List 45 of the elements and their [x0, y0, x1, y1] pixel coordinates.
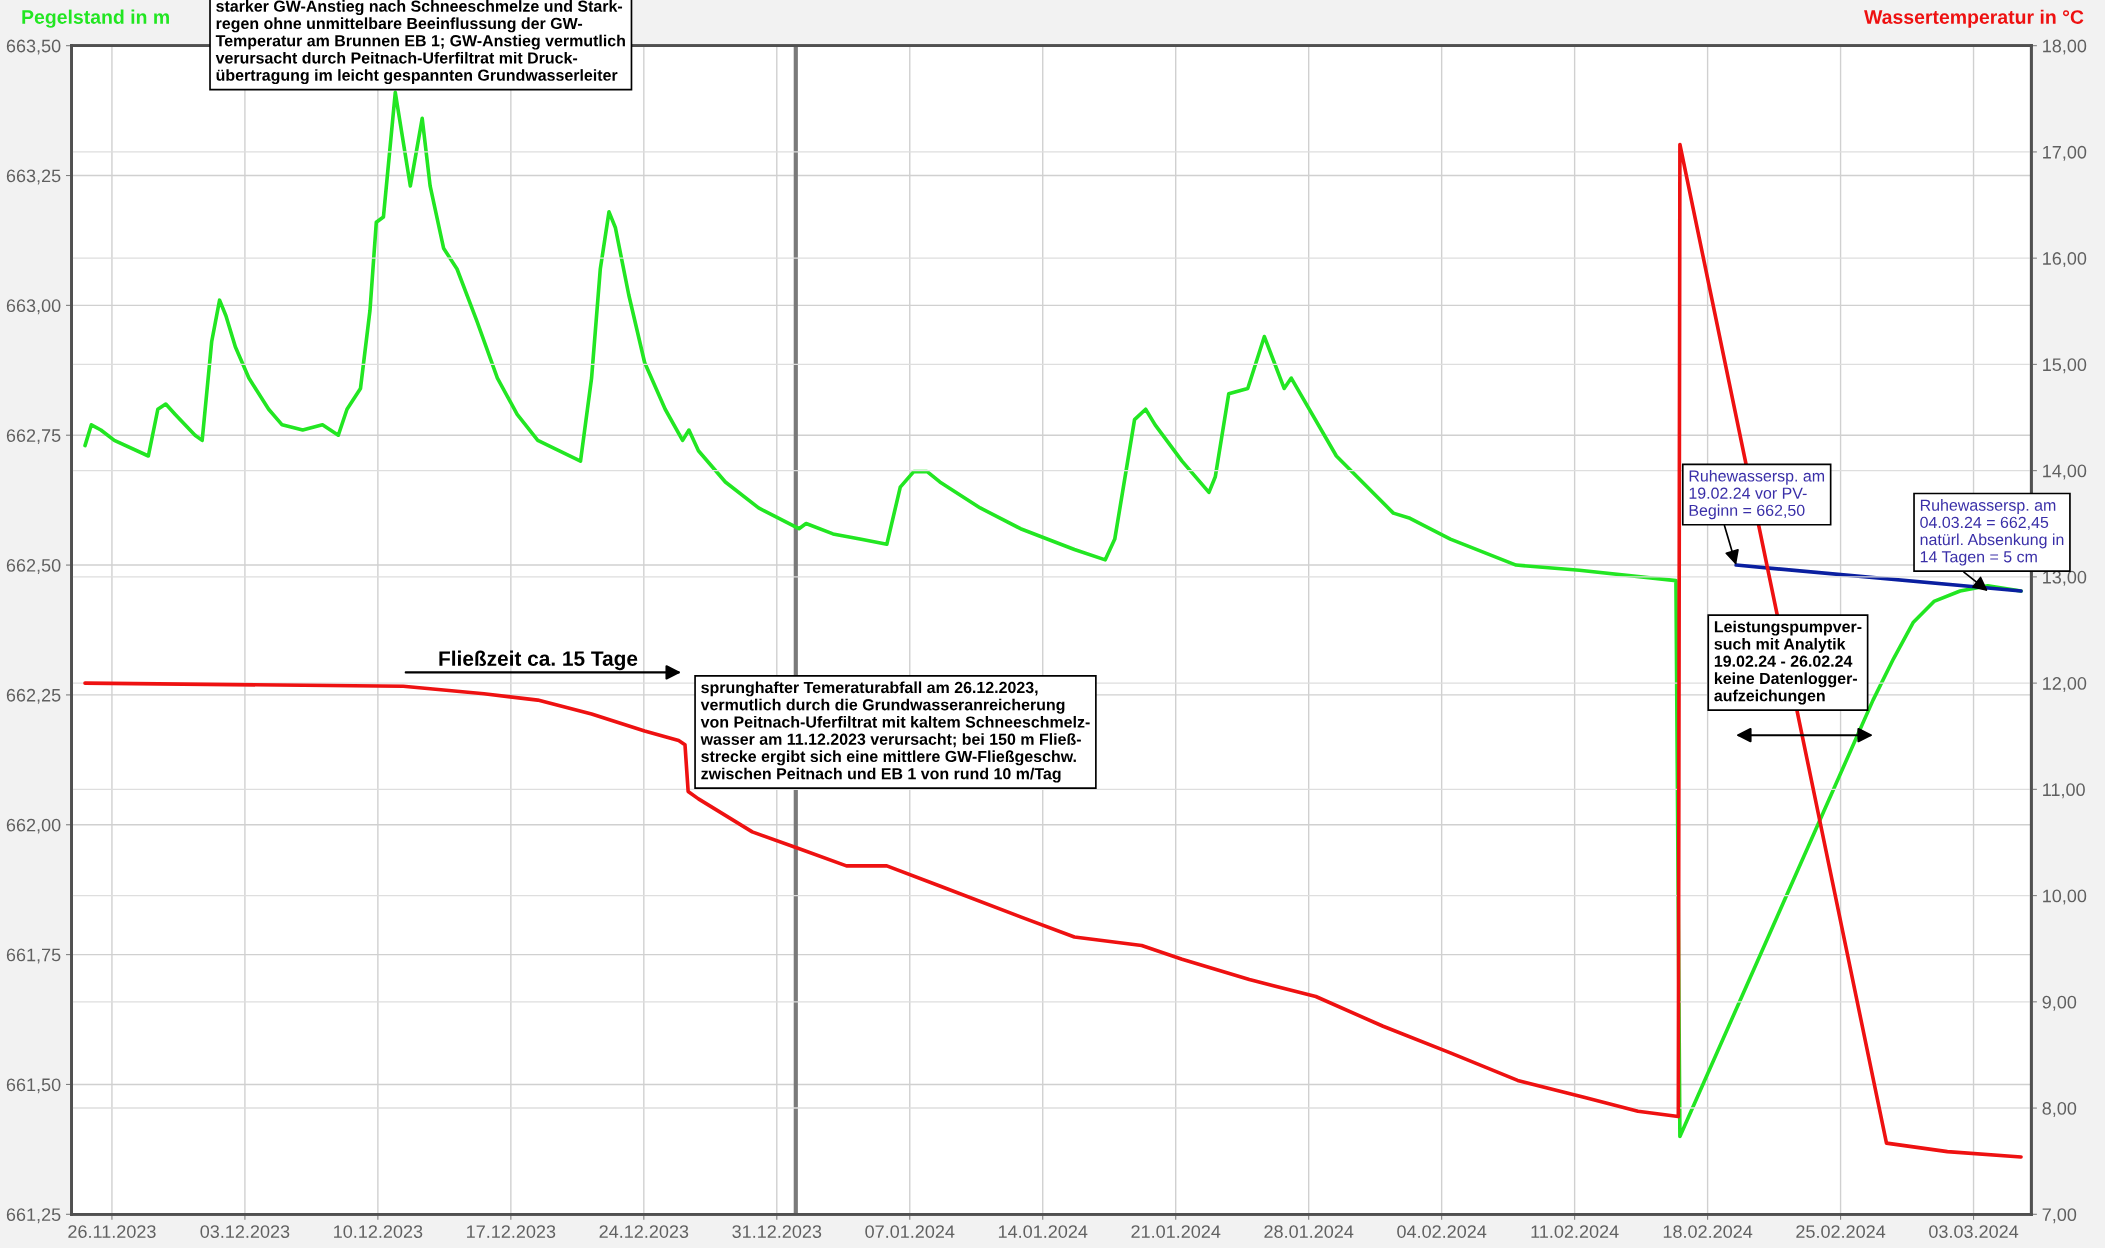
- x-tick-label: 28.01.2024: [1264, 1225, 1354, 1238]
- y-tick-label: 662,75: [6, 429, 61, 445]
- x-tick-label: 10.12.2023: [334, 1225, 423, 1238]
- y-tick-label: 661,75: [6, 948, 61, 964]
- y-tick-label: 662,25: [6, 688, 61, 704]
- annotation: sprunghafter Temeraturabfall am 26.12.2023, vermutlich durch die Grundwasseranreicherung von Peitnach-Uferfiltrat mit kaltem Schneeschmelz- wasser am 11.12.2023 verursacht; bei 150 m Fließ- strecke ergibt sich eine mittlere GW-Fließgeschw. zwischen Peitnach und EB 1 von rund 10 m/Tag: [700, 681, 1090, 783]
- annotation: starker GW-Anstieg nach Schneeschmelze und Stark- regen ohne unmittelbare Beeinflussung der GW- Temperatur am Brunnen EB 1; GW-Anstieg vermutlich verursacht durch Peitnach-Uferfiltrat mit Druck- übertragung im leicht gespannten Grundwasserleiter: [215, 0, 625, 85]
- y-tick-label: 663,50: [6, 39, 61, 55]
- x-tick-label: 21.01.2024: [1131, 1225, 1221, 1238]
- x-tick-label: 03.03.2024: [1929, 1225, 2019, 1238]
- x-tick-label: 14.01.2024: [998, 1225, 1088, 1238]
- x-tick-label: 31.12.2023: [732, 1225, 822, 1238]
- y2-tick-label: 8,00: [2042, 1102, 2077, 1117]
- x-tick-label: 18.02.2024: [1663, 1225, 1753, 1238]
- annotation: Fließzeit ca. 15 Tage: [439, 650, 638, 671]
- x-tick-label: 24.12.2023: [599, 1225, 689, 1238]
- y2-tick-label: 11,00: [2043, 783, 2085, 799]
- x-tick-label: 26.11.2023: [68, 1225, 156, 1238]
- y2-axis-title: Wassertemperatur in °C: [1864, 9, 2084, 28]
- annotation: Ruhewassersp. am 04.03.24 = 662,45 natürl. Absenkung in 14 Tagen = 5 cm: [1920, 499, 2064, 566]
- y2-tick-label: 18,00: [2043, 39, 2087, 55]
- y-tick-label: 661,25: [6, 1208, 61, 1224]
- x-tick-label: 04.02.2024: [1397, 1225, 1487, 1238]
- y-tick-label: 663,00: [6, 299, 61, 315]
- y-axis-title: Pegelstand in m: [22, 9, 169, 28]
- x-tick-label: 07.01.2024: [865, 1225, 955, 1238]
- y-tick-label: 662,00: [6, 818, 61, 834]
- x-tick-label: 11.02.2024: [1531, 1225, 1619, 1238]
- annotation: Leistungspumpver- such mit Analytik 19.02.24 - 26.02.24 keine Datenlogger- aufzeichungen: [1714, 620, 1862, 705]
- y2-tick-label: 10,00: [2043, 889, 2087, 905]
- y-tick-label: 663,25: [6, 169, 61, 185]
- y2-tick-label: 16,00: [2043, 252, 2087, 268]
- x-tick-label: 25.02.2024: [1796, 1225, 1886, 1238]
- y2-tick-label: 9,00: [2042, 995, 2077, 1011]
- y2-tick-label: 17,00: [2043, 145, 2087, 161]
- x-tick-label: 17.12.2023: [467, 1225, 556, 1238]
- annotation: Ruhewassersp. am 19.02.24 vor PV- Beginn = 662,50: [1689, 469, 1825, 520]
- y2-tick-label: 7,00: [2042, 1208, 2077, 1224]
- y2-tick-label: 15,00: [2043, 358, 2087, 374]
- y2-tick-label: 13,00: [2043, 570, 2087, 586]
- x-tick-label: 03.12.2023: [200, 1225, 290, 1238]
- y-tick-label: 661,50: [6, 1078, 61, 1094]
- y2-tick-label: 14,00: [2043, 464, 2087, 480]
- y2-tick-label: 12,00: [2043, 677, 2087, 692]
- y-tick-label: 662,50: [6, 559, 61, 574]
